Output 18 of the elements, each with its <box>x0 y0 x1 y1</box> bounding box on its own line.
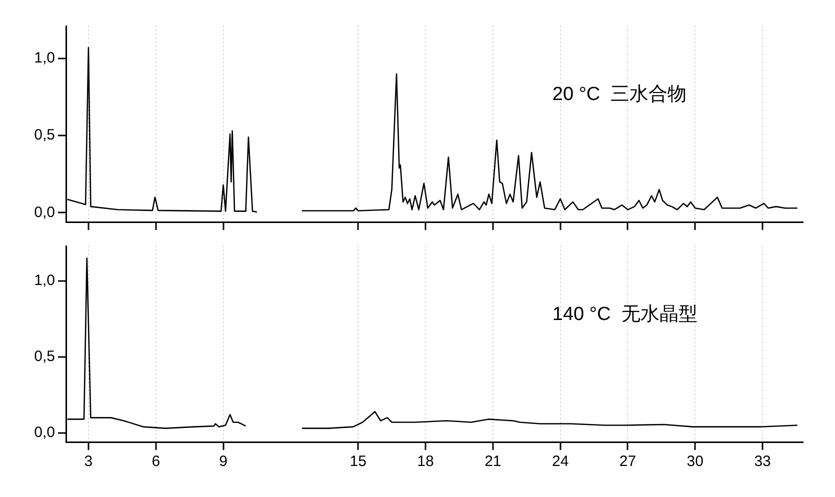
x-tick-label: 3 <box>84 453 93 470</box>
annotation: 20 °C 三水合物 <box>552 84 687 105</box>
y-tick-label: 0,0 <box>34 424 55 442</box>
x-tick-label: 18 <box>417 453 434 470</box>
y-tick-label: 1,0 <box>34 50 55 67</box>
x-tick-label: 33 <box>754 453 771 470</box>
x-tick-label: 27 <box>619 453 636 470</box>
x-tick-label: 15 <box>350 453 366 470</box>
y-tick-label: 0,5 <box>34 348 55 366</box>
x-tick-label: 24 <box>552 453 569 470</box>
x-tick-label: 30 <box>686 453 704 470</box>
annotation: 140 °C 无水晶型 <box>552 304 698 325</box>
x-tick-label: 9 <box>219 453 228 470</box>
y-tick-label: 0,0 <box>34 204 55 221</box>
y-tick-label: 0,5 <box>34 126 55 144</box>
x-tick-label: 21 <box>484 453 502 470</box>
x-tick-label: 6 <box>152 453 160 470</box>
y-tick-label: 1,0 <box>34 272 55 290</box>
